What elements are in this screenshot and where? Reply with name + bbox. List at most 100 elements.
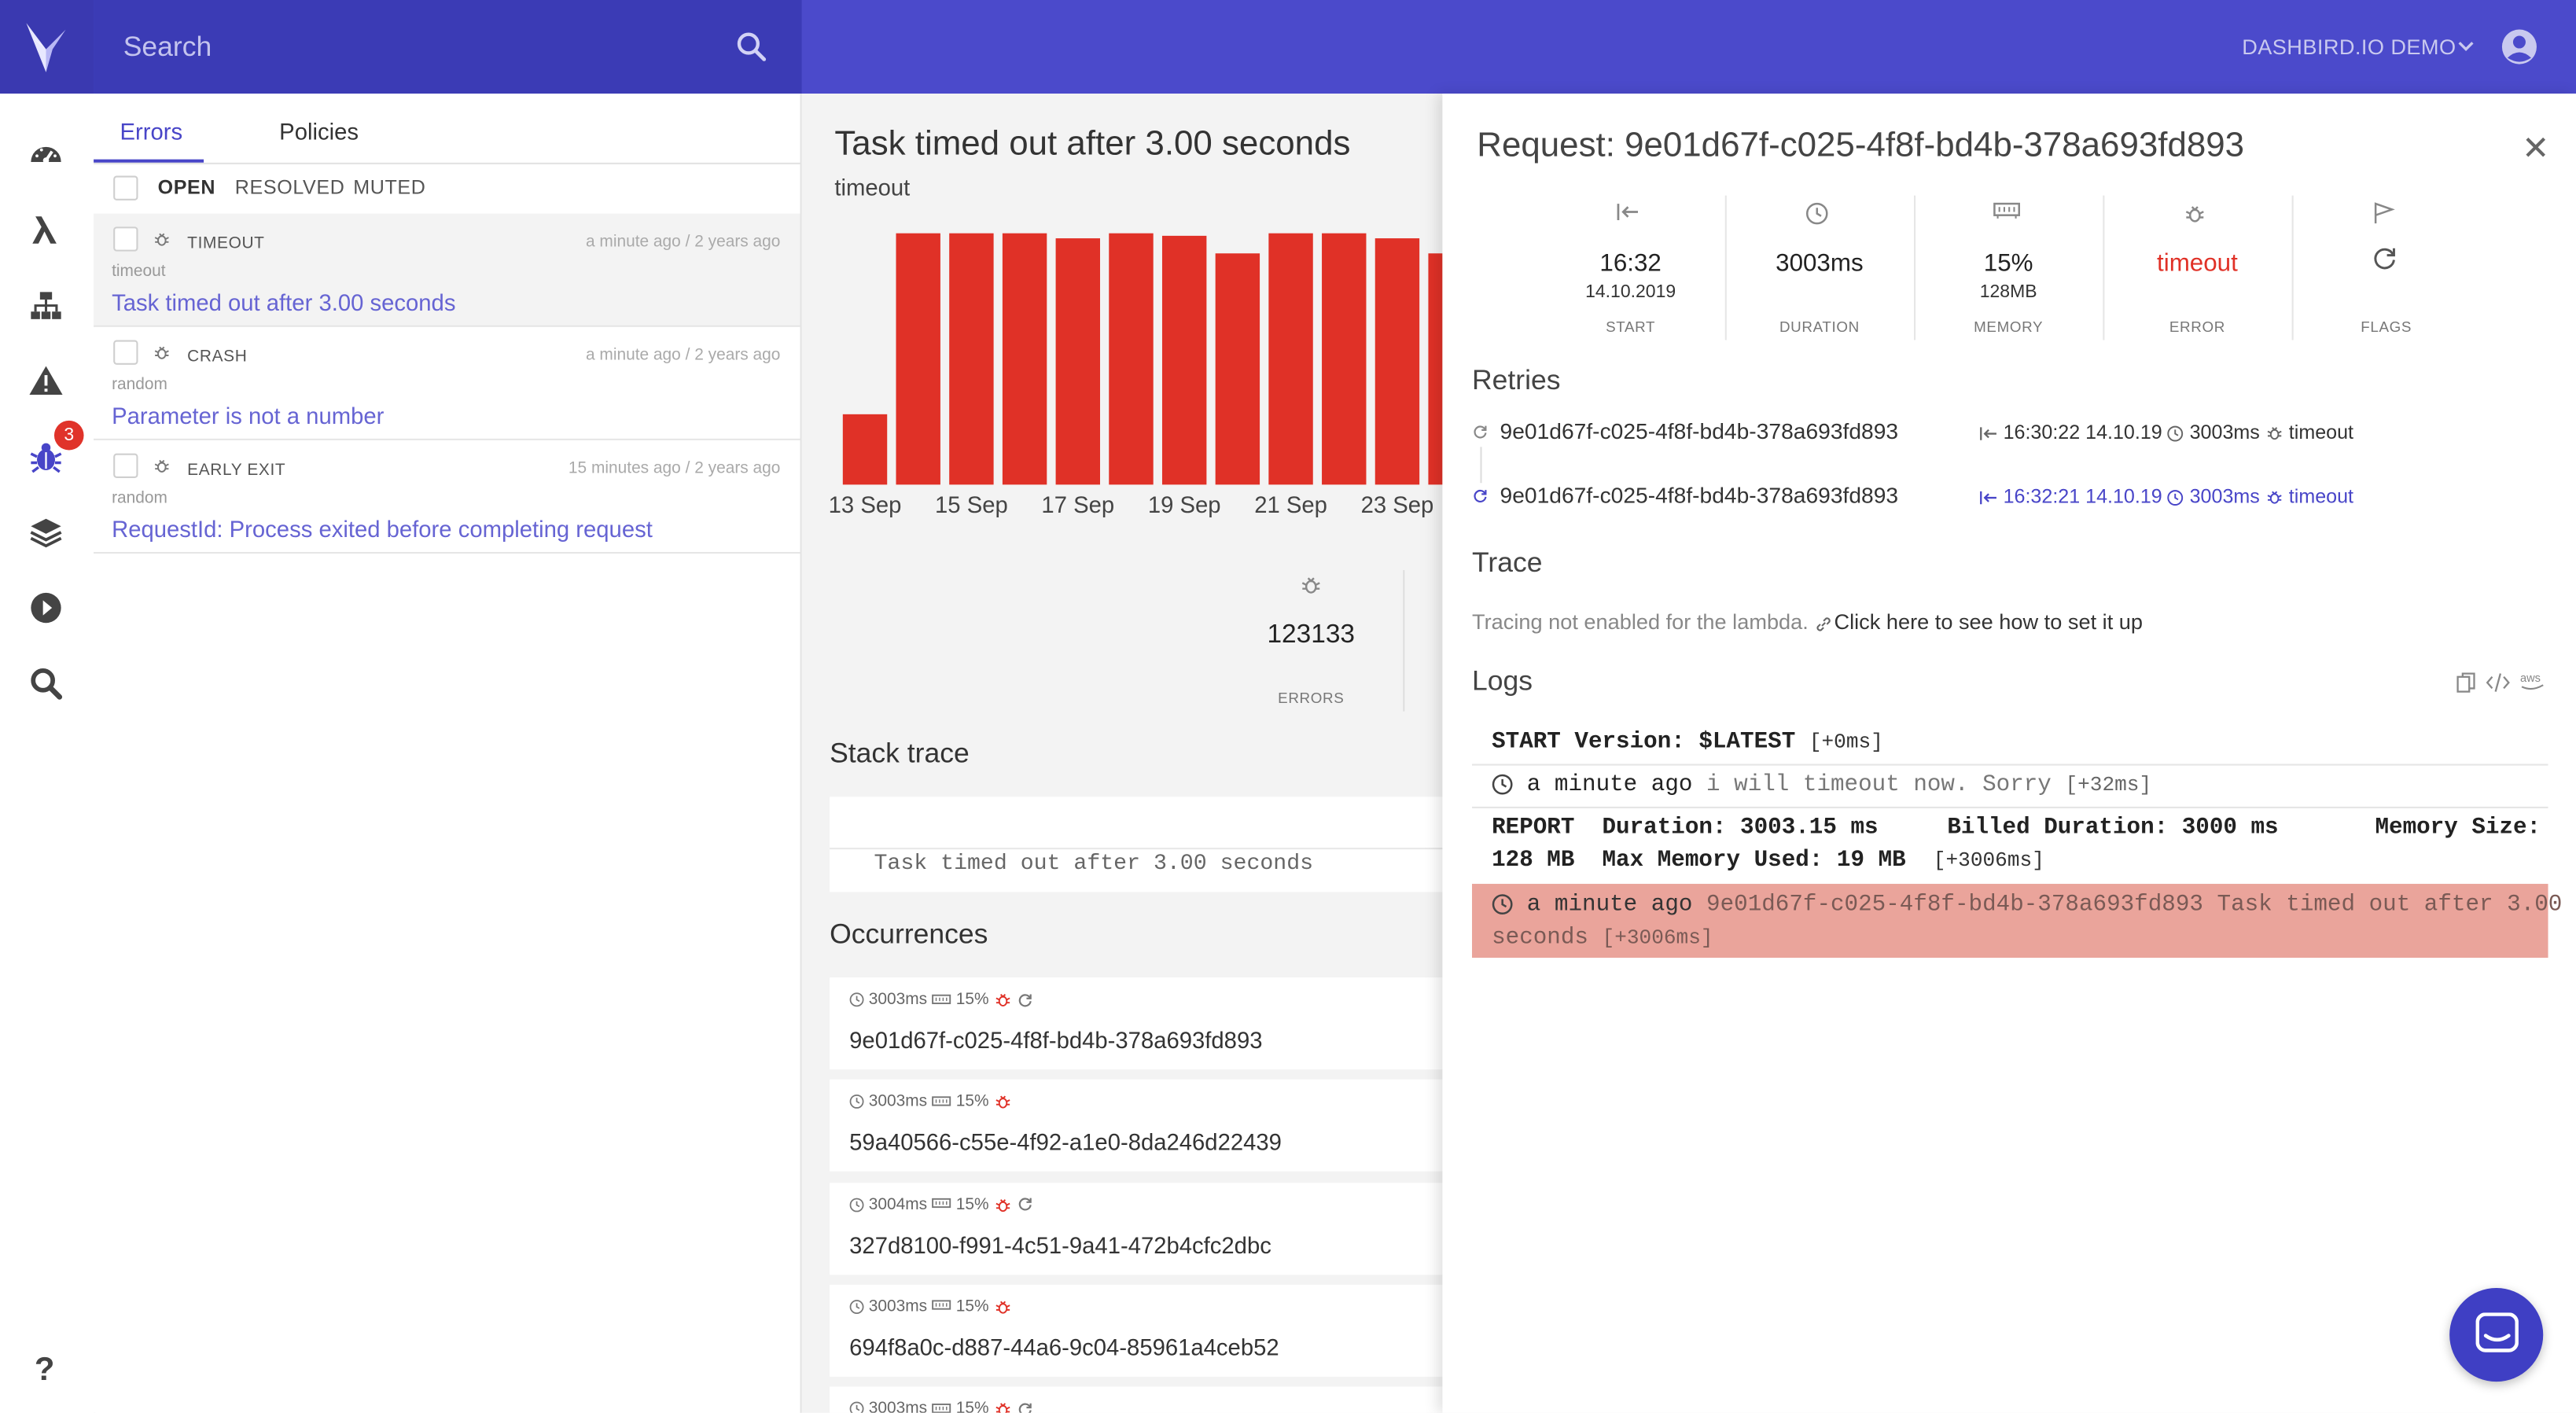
clock-icon [2168,489,2184,506]
alert-triangle-icon[interactable] [28,363,64,399]
play-circle-icon[interactable] [28,590,64,626]
errors-count: 123133 [1267,620,1356,649]
link-icon [1817,616,1831,631]
retry-icon [1018,1198,1031,1211]
trace-setup-link[interactable]: Click here to see how to set it up [1834,609,2144,635]
log-error-line: a minute ago 9e01d67f-c025-4f8f-bd4b-378… [1472,884,2562,959]
error-function: timeout [112,263,166,281]
chart-bar[interactable] [1109,233,1154,485]
occurrence-request-id[interactable]: 694f8a0c-d887-44a6-9c04-85961a4ceb52 [849,1334,1279,1360]
log-time: a minute ago [1526,771,1693,799]
error-message[interactable]: RequestId: Process exited before complet… [112,516,653,543]
retry-info: 16:30:22 14.10.19 3003ms timeout [1980,421,2353,443]
search-input[interactable] [123,29,616,66]
error-message[interactable]: Parameter is not a number [112,402,385,429]
help-icon[interactable]: ? [34,1352,55,1389]
occurrence-row[interactable]: 3004ms 15% 327d8100-f991-4c51-9a41-472b4… [830,1182,1443,1275]
occurrence-row[interactable]: 3003ms 15% 694f8a0c-d887-44a6-9c04-85961… [830,1284,1443,1377]
retry-request-id[interactable]: 9e01d67f-c025-4f8f-bd4b-378a693fd893 [1500,418,1899,444]
network-icon[interactable] [28,288,64,324]
filter-open[interactable]: OPEN [157,175,216,199]
bug-icon [2267,427,2282,440]
search-icon[interactable] [736,31,767,63]
error-list-item[interactable]: TIMEOUT a minute ago / 2 years ago timeo… [94,213,800,327]
chart-bar[interactable] [1055,238,1100,485]
stat-divider [1403,569,1405,712]
chat-button[interactable] [2449,1288,2544,1382]
error-type: TIMEOUT [187,234,265,253]
bug-icon[interactable] [28,439,64,475]
active-tab-indicator [94,159,204,163]
error-detail-panel: Task timed out after 3.00 seconds timeou… [801,94,1443,1413]
search-nav-icon[interactable] [28,665,64,701]
chart-bar[interactable] [949,233,994,485]
chart-bar[interactable] [1268,233,1313,485]
x-tick-label: 13 Sep [829,493,902,518]
occurrence-request-id[interactable]: 327d8100-f991-4c51-9a41-472b4cfc2dbc [849,1231,1271,1258]
stat-value: 16:32 [1599,249,1662,278]
chart-bar[interactable] [1161,235,1207,485]
filter-muted[interactable]: MUTED [353,175,426,199]
errors-count-label: ERRORS [1278,690,1345,707]
occurrence-request-id[interactable]: 59a40566-c55e-4f92-a1e0-8da246d22439 [849,1128,1282,1156]
occurrence-row[interactable]: 3003ms 15% [830,1386,1443,1413]
chart-bar[interactable] [1428,253,1443,485]
stat-start: 16:32 14.10.2019 START [1536,192,1724,343]
chart-bar[interactable] [1374,238,1420,485]
error-message[interactable]: Task timed out after 3.00 seconds [112,289,456,316]
occurrence-meta: 3003ms 15% [849,1093,1011,1111]
log-error-row2: seconds [+3006ms] [1492,925,1713,951]
errors-bar-chart[interactable]: 13 Sep 15 Sep 17 Sep 19 Sep 21 Sep 23 Sep [802,192,1443,537]
retry-duration: 3003ms [2189,420,2260,444]
error-checkbox[interactable] [113,340,138,365]
copy-icon[interactable] [2456,672,2476,694]
bug-icon [154,459,169,473]
user-avatar-icon[interactable] [2501,28,2538,66]
error-list-item[interactable]: CRASH a minute ago / 2 years ago random … [94,327,800,440]
stat-value: 3003ms [1776,249,1864,278]
stat-sub: 14.10.2019 [1585,282,1676,303]
occurrence-row[interactable]: 3003ms 15% 9e01d67f-c025-4f8f-bd4b-378a6… [830,977,1443,1070]
retry-request-id[interactable]: 9e01d67f-c025-4f8f-bd4b-378a693fd893 [1500,483,1899,508]
log-report-line2: 128 MB Max Memory Used: 19 MB [1492,848,1906,874]
occurrence-meta: 3003ms 15% [849,1400,1032,1413]
error-function: random [112,376,167,395]
chart-bar[interactable] [1322,233,1367,485]
error-list-item[interactable]: EARLY EXIT 15 minutes ago / 2 years ago … [94,440,800,554]
chart-bar[interactable] [842,414,888,485]
tab-errors[interactable]: Errors [120,118,183,145]
clock-icon [2168,425,2184,442]
lambda-icon[interactable] [28,212,64,248]
error-checkbox[interactable] [113,226,138,252]
stat-label: FLAGS [2361,318,2412,336]
filter-resolved[interactable]: RESOLVED [234,175,345,199]
stat-value[interactable]: timeout [2157,249,2238,278]
logo-icon [26,23,66,72]
chart-bar[interactable] [1002,233,1047,485]
aws-icon[interactable]: aws [2519,670,2547,691]
close-icon[interactable]: ✕ [2522,131,2550,168]
code-icon[interactable] [2486,672,2510,694]
dashboard-gauge-icon[interactable] [28,136,64,172]
occurrence-row[interactable]: 3003ms 15% 59a40566-c55e-4f92-a1e0-8da24… [830,1080,1443,1172]
account-name[interactable]: DASHBIRD.IO DEMO [2242,34,2456,60]
chevron-down-icon[interactable] [2458,41,2475,53]
tab-policies[interactable]: Policies [279,118,359,145]
x-tick-label: 15 Sep [935,493,1008,518]
error-checkbox[interactable] [113,453,138,478]
log-message: Task timed out after 3.00 [2217,892,2563,918]
retry-icon [1018,993,1031,1006]
layers-icon[interactable] [28,514,64,550]
log-line-start: START Version: $LATEST [+0ms] [1492,730,2567,756]
select-all-checkbox[interactable] [113,175,138,201]
chart-bar[interactable] [896,233,940,485]
trace-message: Tracing not enabled for the lambda. Clic… [1472,609,2143,634]
dashbird-logo[interactable] [0,0,94,94]
occurrence-request-id[interactable]: 9e01d67f-c025-4f8f-bd4b-378a693fd893 [849,1026,1263,1054]
trace-status: Tracing not enabled for the lambda. [1472,609,1809,635]
stat-label: MEMORY [1974,318,2044,336]
error-time: a minute ago / 2 years ago [585,346,781,365]
chart-bar[interactable] [1215,253,1260,485]
error-type: EARLY EXIT [187,462,286,480]
